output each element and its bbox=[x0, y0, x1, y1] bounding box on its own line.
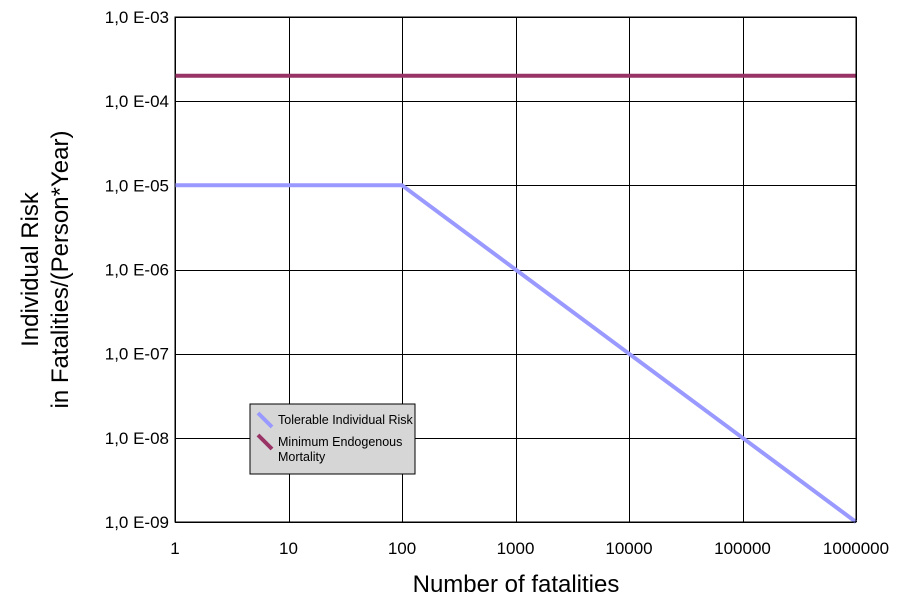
y-tick-labels: 1,0 E-09 1,0 E-08 1,0 E-07 1,0 E-06 1,0 E-05… bbox=[105, 8, 169, 532]
y-axis-title: Individual Risk in Fatalities/(Person*Yea… bbox=[17, 131, 74, 409]
legend: Tolerable Individual Risk Minimum Endogen… bbox=[249, 403, 416, 475]
legend-label: Tolerable Individual Risk bbox=[278, 413, 414, 427]
y-axis-title-line: Individual Risk bbox=[17, 191, 44, 347]
x-tick-label: 100000 bbox=[714, 539, 771, 558]
x-tick-labels: 1 10 100 1000 10000 100000 1000000 bbox=[170, 539, 889, 558]
x-tick-label: 10 bbox=[279, 539, 298, 558]
x-tick-label: 100 bbox=[388, 539, 416, 558]
x-axis-title: Number of fatalities bbox=[413, 571, 620, 598]
legend-box bbox=[249, 403, 416, 475]
series-layer bbox=[175, 73, 858, 524]
legend-swatch bbox=[256, 411, 274, 429]
y-tick-label: 1,0 E-03 bbox=[105, 8, 169, 27]
legend-label: Minimum Endogenous bbox=[278, 435, 402, 449]
y-tick-label: 1,0 E-05 bbox=[105, 176, 169, 195]
y-tick-label: 1,0 E-09 bbox=[105, 513, 169, 532]
legend-label: Mortality bbox=[278, 450, 326, 464]
legend-swatch bbox=[256, 433, 274, 451]
x-tick-label: 1000 bbox=[497, 539, 535, 558]
x-tick-label: 1 bbox=[170, 539, 179, 558]
y-tick-label: 1,0 E-04 bbox=[105, 92, 169, 111]
y-axis-title-line: in Fatalities/(Person*Year) bbox=[47, 131, 74, 409]
y-tick-label: 1,0 E-06 bbox=[105, 261, 169, 280]
y-tick-label: 1,0 E-08 bbox=[105, 429, 169, 448]
series-line-1 bbox=[175, 183, 858, 524]
y-tick-label: 1,0 E-07 bbox=[105, 345, 169, 364]
plot-frame bbox=[174, 16, 857, 523]
x-tick-label: 10000 bbox=[605, 539, 652, 558]
x-tick-label: 1000000 bbox=[823, 539, 889, 558]
